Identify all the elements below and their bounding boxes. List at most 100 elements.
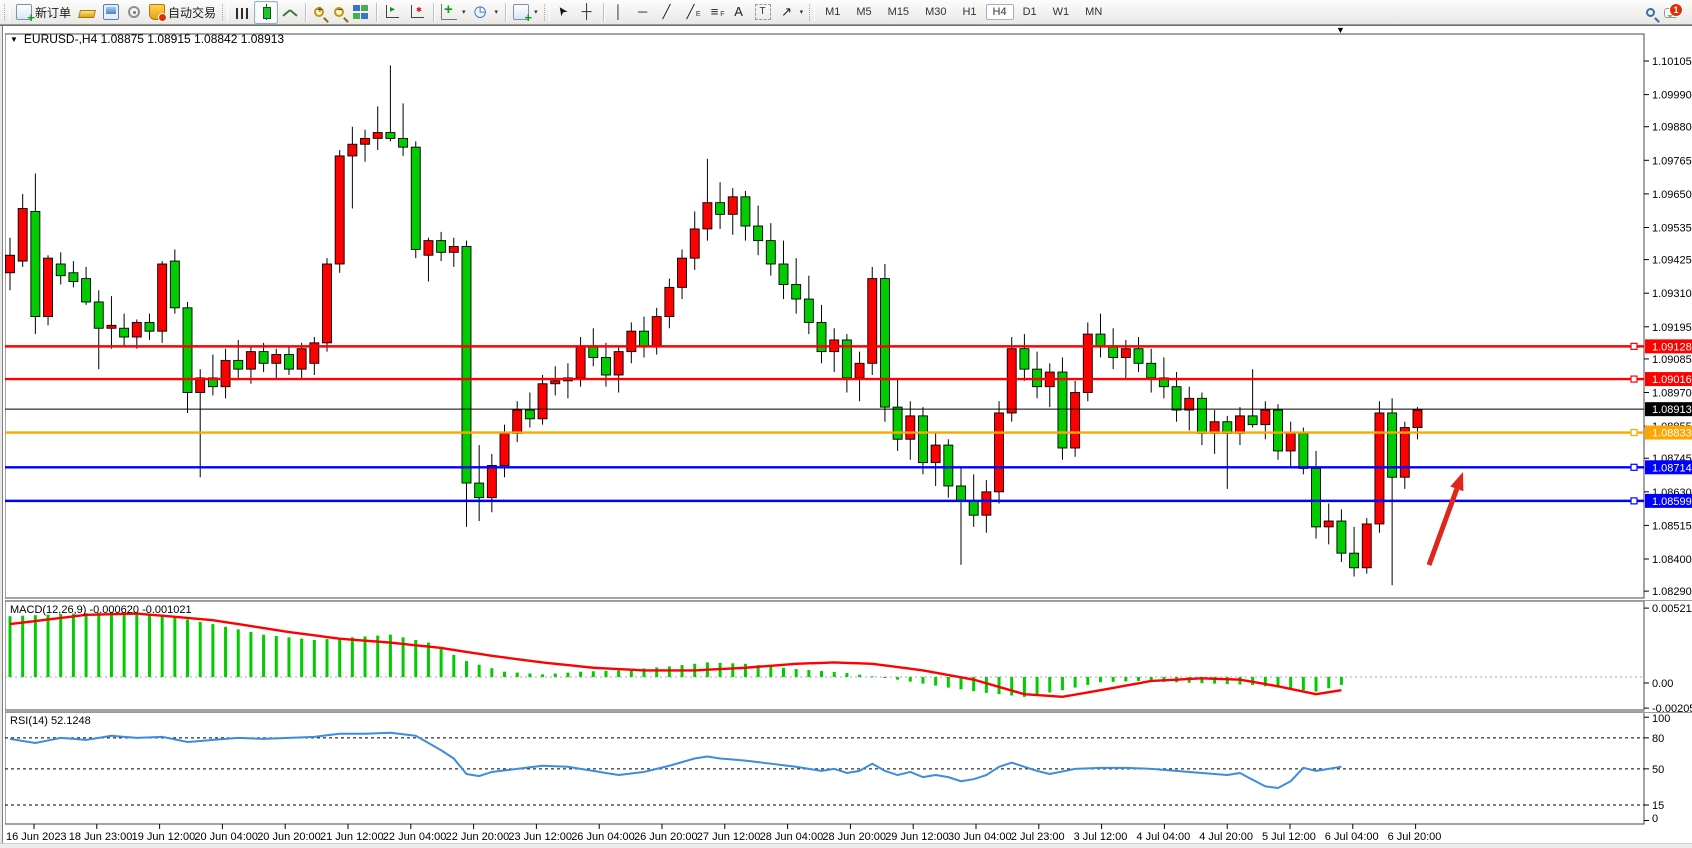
vertical-line-button[interactable]: │ [607,1,631,24]
signals-button[interactable] [123,1,145,24]
chevron-down-icon: ▾ [494,9,499,16]
trendline-button[interactable]: ╱ [655,1,679,24]
svg-text:1.09128: 1.09128 [1652,341,1692,353]
svg-text:18 Jun 23:00: 18 Jun 23:00 [69,831,133,843]
svg-text:1.09650: 1.09650 [1652,189,1692,201]
timeframe-m15[interactable]: M15 [887,6,910,18]
svg-text:20 Jun 04:00: 20 Jun 04:00 [194,831,258,843]
auto-scroll-button[interactable] [405,1,430,24]
svg-text:4 Jul 20:00: 4 Jul 20:00 [1199,831,1253,843]
svg-text:28 Jun 20:00: 28 Jun 20:00 [822,831,886,843]
svg-text:1.08515: 1.08515 [1652,520,1692,532]
chevron-down-icon: ▾ [462,9,466,16]
clock-icon [474,2,490,20]
timeframe-mn[interactable]: MN [1085,6,1103,18]
auto-trading-button[interactable]: 自动交易 [145,1,220,24]
status-strip [0,843,1692,848]
periods-button[interactable]: ▾ [470,1,503,24]
timeframe-h1[interactable]: H1 [962,6,977,18]
svg-text:16 Jun 2023: 16 Jun 2023 [6,831,67,843]
zoom-in-icon [314,5,325,17]
bar-chart-button[interactable] [230,1,254,24]
indicators-button[interactable]: ▾ [437,1,470,24]
text-button[interactable]: A [727,1,751,24]
separator [433,2,435,22]
channel-button[interactable]: ╱ E [679,1,703,24]
svg-text:1.08599: 1.08599 [1652,496,1692,508]
crosshair-icon [580,3,596,20]
toolbar-grip [222,3,229,21]
svg-text:6 Jul 20:00: 6 Jul 20:00 [1388,831,1442,843]
tile-windows-icon [353,4,370,20]
svg-text:1.09195: 1.09195 [1652,322,1692,334]
crosshair-button[interactable] [576,1,600,24]
text-label-button[interactable]: T [751,1,775,24]
svg-text:29 Jun 12:00: 29 Jun 12:00 [885,831,949,843]
timeframe-m5[interactable]: M5 [856,6,872,18]
svg-text:1.08290: 1.08290 [1652,586,1692,598]
svg-text:1.09016: 1.09016 [1652,374,1692,386]
svg-text:22 Jun 20:00: 22 Jun 20:00 [446,831,510,843]
rsi-group: RSI(14) 52.1248 100 80 50 150 [5,713,1670,825]
svg-text:22 Jun 04:00: 22 Jun 04:00 [383,831,447,843]
svg-text:26 Jun 04:00: 26 Jun 04:00 [571,831,635,843]
fibonacci-button[interactable]: ≡ F [703,1,727,24]
cursor-button[interactable] [552,1,576,24]
svg-text:1.09310: 1.09310 [1652,288,1692,300]
chart-title[interactable]: ▼ EURUSD-,H4 1.08875 1.08915 1.08842 1.0… [10,32,284,46]
tile-windows-button[interactable] [349,1,373,24]
auto-trading-label: 自动交易 [168,5,217,20]
svg-text:27 Jun 12:00: 27 Jun 12:00 [697,831,761,843]
chat-icon: 1 [1664,3,1683,18]
svg-text:1.08970: 1.08970 [1652,388,1692,400]
chart-shift-button[interactable] [380,1,405,24]
svg-text:-0.00205: -0.00205 [1652,703,1692,715]
price-axis: 1.10105 1.09990 1.09880 1.09765 1.09650 1.095… [1644,56,1692,598]
market-watch-button[interactable] [99,1,123,24]
templates-button[interactable]: ▾ [509,1,542,25]
svg-text:1.10105: 1.10105 [1652,56,1692,68]
levels-group: 1.09128 1.09016 1.08833 1.08714 1.08599 1.089… [5,339,1692,508]
svg-text:1.09085: 1.09085 [1652,354,1692,366]
zoom-out-icon [334,5,345,17]
svg-text:19 Jun 12:00: 19 Jun 12:00 [132,831,196,843]
arrow-annotation [1426,472,1464,566]
timeframe-m1[interactable]: M1 [825,6,841,18]
svg-text:MACD(12,26,9) -0.000620 -0.001: MACD(12,26,9) -0.000620 -0.001021 [10,604,192,616]
chart-shift-icon [386,4,400,18]
line-chart-button[interactable] [278,1,302,24]
timeframe-m30[interactable]: M30 [925,6,947,18]
zoom-out-button[interactable] [329,1,349,24]
gold-button[interactable] [75,1,99,24]
timeframe-toolbar: M1 M5 M15 M30 H1 H4 D1 W1 MN [817,4,1110,20]
new-order-button[interactable]: 新订单 [12,1,75,25]
window-menu-caret-icon[interactable]: ▼ [1336,25,1345,35]
svg-text:30 Jun 04:00: 30 Jun 04:00 [948,831,1012,843]
svg-text:RSI(14) 52.1248: RSI(14) 52.1248 [10,715,91,727]
svg-text:1.09425: 1.09425 [1652,255,1692,267]
svg-text:23 Jun 12:00: 23 Jun 12:00 [508,831,572,843]
timeframe-w1[interactable]: W1 [1052,6,1070,18]
timeframe-h4[interactable]: H4 [985,4,1014,20]
macd-group: MACD(12,26,9) -0.000620 -0.001021 0.00521… [5,603,1692,715]
trendline-icon: ╱ [662,4,671,19]
notification-badge: 1 [1669,3,1683,17]
svg-text:1.09880: 1.09880 [1652,122,1692,134]
chat-button[interactable]: 1 [1660,1,1683,24]
zoom-in-button[interactable] [309,1,329,24]
search-button[interactable] [1641,1,1660,24]
svg-text:1.08833: 1.08833 [1652,428,1692,440]
new-order-label: 新订单 [35,5,72,20]
svg-text:3 Jul 12:00: 3 Jul 12:00 [1074,831,1128,843]
candlestick-chart-button[interactable] [254,0,279,24]
auto-trading-icon [149,4,168,22]
separator [602,2,604,22]
arrows-button[interactable]: ↗ ▾ [775,1,808,24]
timeframe-d1[interactable]: D1 [1022,6,1037,18]
cursor-icon [556,4,572,20]
horizontal-line-button[interactable]: ─ [631,1,655,24]
indicators-icon [441,1,458,20]
svg-text:0.005211: 0.005211 [1652,603,1692,615]
price-chart[interactable]: 1.10105 1.09990 1.09880 1.09765 1.09650 1.095… [0,26,1692,848]
